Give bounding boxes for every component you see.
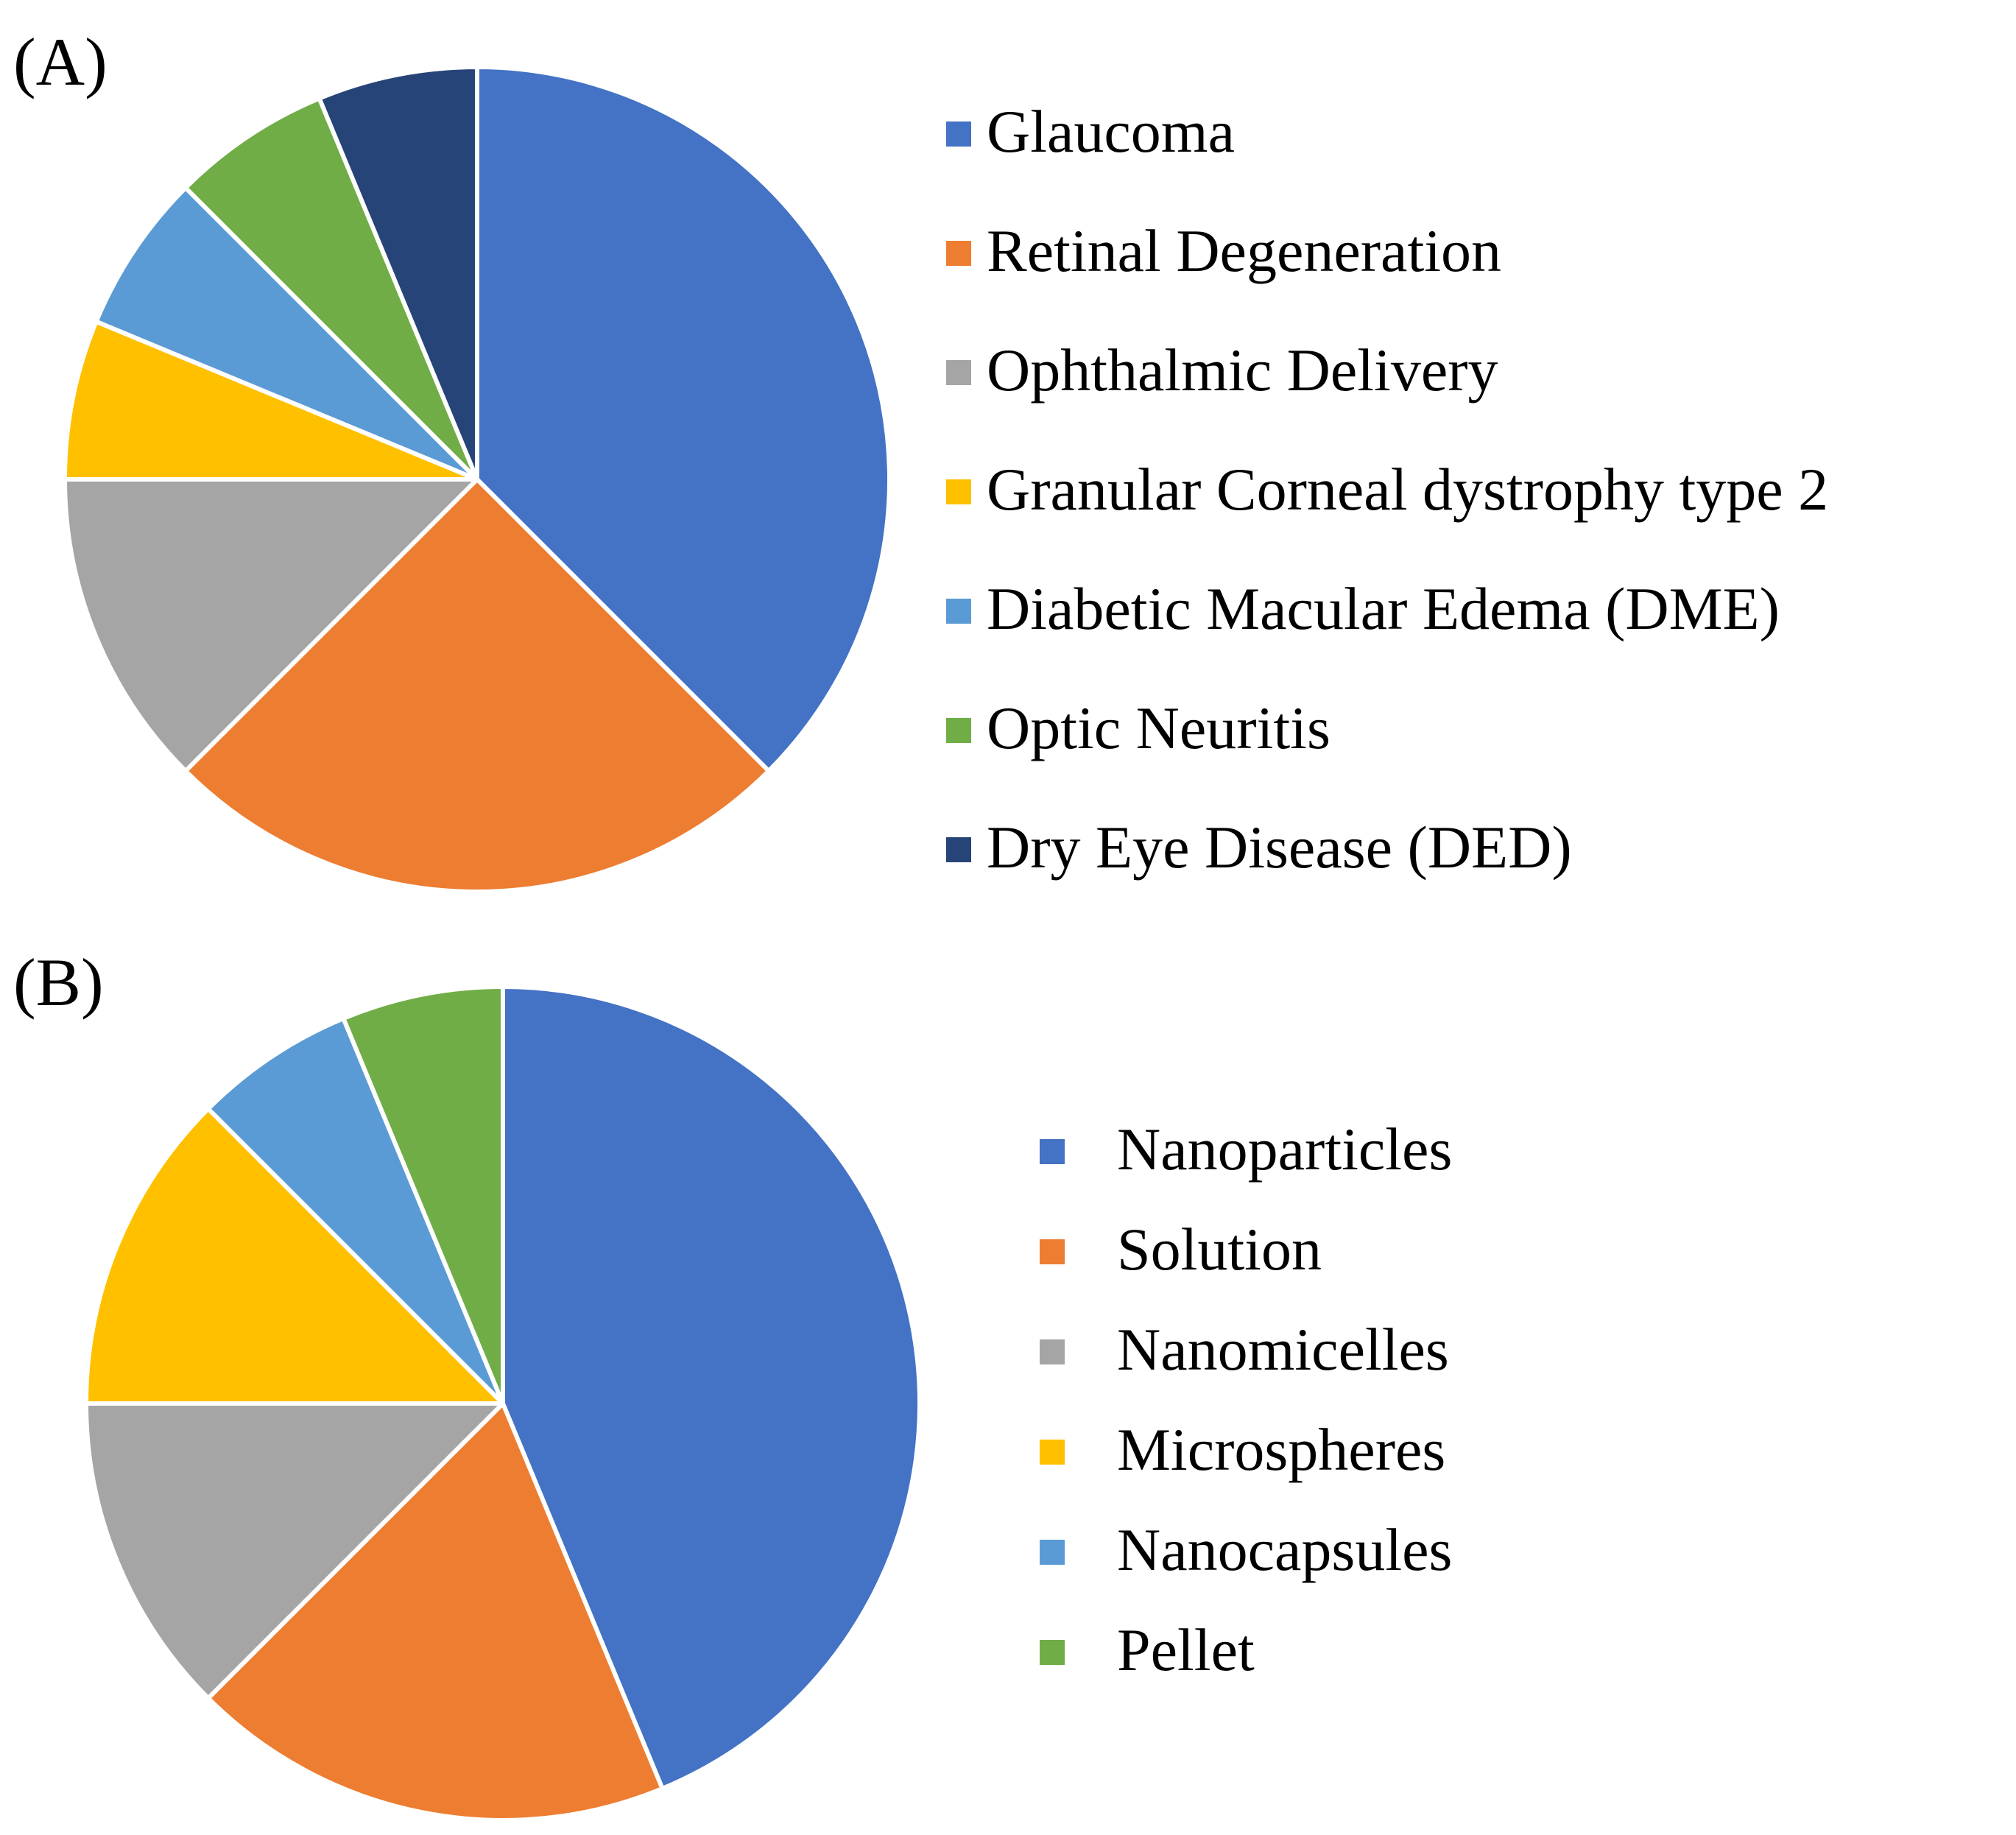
pie-a xyxy=(63,65,892,894)
pie-b-slice-microspheres xyxy=(84,1106,505,1406)
pie-b-legend-label-nanomicelles: Nanomicelles xyxy=(1117,1316,1449,1383)
pie-a-slice-retinal-degeneration xyxy=(183,477,771,894)
pie-b-legend-label-microspheres: Microspheres xyxy=(1117,1416,1445,1483)
pie-b-legend-label-pellet: Pellet xyxy=(1117,1616,1255,1683)
pie-b-slice-nanomicelles xyxy=(84,1401,505,1701)
pie-a-slice-dry-eye-disease xyxy=(317,65,479,482)
pie-a-slice-diabetic-macular-edema xyxy=(94,186,479,482)
pie-a-legend-label-diabetic-macular-edema: Diabetic Macular Edema (DME) xyxy=(987,575,1780,642)
pie-b-legend-swatch-nanoparticles xyxy=(1040,1139,1065,1164)
pie-b-legend-label-nanocapsules: Nanocapsules xyxy=(1117,1516,1452,1583)
legend-a: Glaucoma Retinal Degeneration Ophthalmic D… xyxy=(946,98,1828,881)
panel-a: (A) Glaucoma Retinal Degeneration Ophthalm… xyxy=(13,24,1828,894)
pie-a-legend-swatch-retinal-degeneration xyxy=(946,241,971,266)
pie-b-slice-solution xyxy=(205,1401,665,1822)
pie-a-slice-optic-neuritis xyxy=(183,96,479,482)
legend-b: Nanoparticles Solution Nanomicelles Microsp… xyxy=(1040,1116,1452,1683)
panel-b-label: (B) xyxy=(13,945,104,1020)
pie-a-slice-glaucoma xyxy=(475,65,892,773)
pie-a-legend-swatch-glaucoma xyxy=(946,121,971,147)
panel-a-label: (A) xyxy=(13,24,108,99)
pie-a-legend-label-granular-corneal-dystrophy-type-2: Granular Corneal dystrophy type 2 xyxy=(987,456,1828,523)
pie-b-legend-label-solution: Solution xyxy=(1117,1216,1322,1283)
pie-b-legend-swatch-nanocapsules xyxy=(1040,1540,1065,1565)
pie-a-legend-label-optic-neuritis: Optic Neuritis xyxy=(987,694,1331,761)
pie-b-legend-swatch-solution xyxy=(1040,1239,1065,1264)
pie-a-legend-label-retinal-degeneration: Retinal Degeneration xyxy=(987,217,1501,284)
pie-b xyxy=(84,985,923,1822)
pie-b-slice-pellet xyxy=(341,985,505,1406)
pie-a-legend-swatch-dry-eye-disease xyxy=(946,837,971,862)
pie-a-slice-ophthalmic-delivery xyxy=(63,477,479,773)
pie-a-legend-label-glaucoma: Glaucoma xyxy=(987,98,1235,165)
pie-b-slice-nanoparticles xyxy=(501,985,923,1791)
pie-b-legend-swatch-pellet xyxy=(1040,1640,1065,1665)
pie-a-legend-label-dry-eye-disease: Dry Eye Disease (DED) xyxy=(987,814,1572,881)
pie-a-legend-swatch-optic-neuritis xyxy=(946,718,971,743)
pie-b-slice-nanocapsules xyxy=(205,1016,505,1406)
pie-b-legend-label-nanoparticles: Nanoparticles xyxy=(1117,1116,1452,1183)
pie-a-legend-swatch-ophthalmic-delivery xyxy=(946,360,971,385)
panel-b: (B) Nanoparticles Solution Nanomicelles Mic… xyxy=(13,945,1452,1822)
pie-b-legend-swatch-nanomicelles xyxy=(1040,1339,1065,1364)
pie-a-slice-granular-corneal-dystrophy-type-2 xyxy=(63,319,479,482)
pie-a-legend-label-ophthalmic-delivery: Ophthalmic Delivery xyxy=(987,337,1498,404)
pie-a-legend-swatch-granular-corneal-dystrophy-type-2 xyxy=(946,479,971,504)
pie-b-legend-swatch-microspheres xyxy=(1040,1440,1065,1465)
pie-a-legend-swatch-diabetic-macular-edema xyxy=(946,599,971,624)
